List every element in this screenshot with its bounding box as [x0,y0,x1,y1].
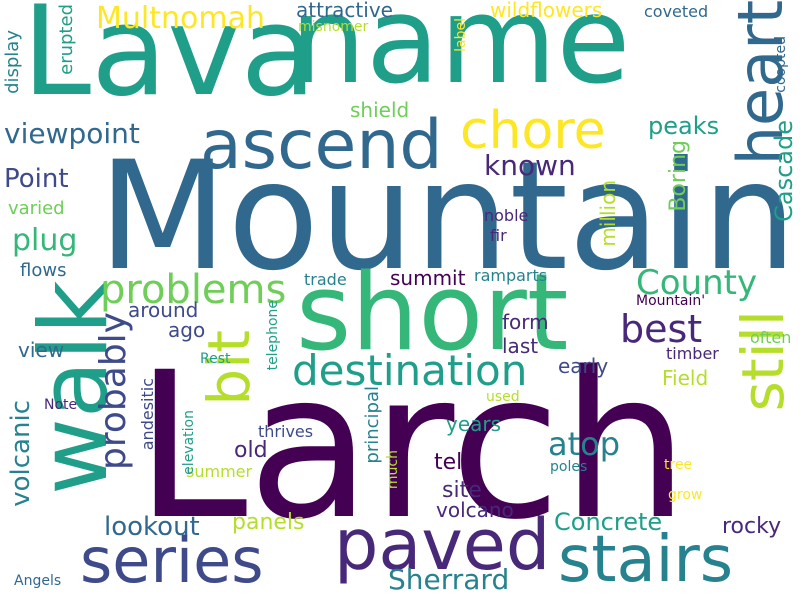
word-fir: fir [490,226,507,245]
word-series: series [80,524,264,597]
word-thrives: thrives [258,422,314,441]
word-elevation: elevation [181,410,197,475]
word-timber: timber [666,344,719,363]
word-mountain-quote: Mountain' [636,293,706,309]
word-tree: tree [664,457,693,473]
word-short: short [296,251,569,374]
word-andesitic: andesitic [138,378,157,451]
word-boring: Boring [666,140,691,212]
word-probably: probably [93,312,134,470]
word-view: view [18,338,65,362]
word-much: much [385,450,401,490]
word-form: form [502,310,549,334]
word-site: site [442,478,482,503]
word-telephone: telephone [265,300,281,371]
word-lava: Lava [22,0,317,124]
word-shield: shield [350,98,410,122]
word-mountain: Mountain [98,130,797,304]
word-rocky: rocky [722,514,782,539]
word-peaks: peaks [648,112,720,140]
word-destination: destination [292,346,528,395]
word-plug: plug [12,223,78,258]
word-erupted: erupted [56,4,77,75]
word-used: used [486,389,520,405]
word-ramparts: ramparts [474,266,548,285]
word-atop: atop [548,425,621,463]
word-coopted: coopted [773,36,789,93]
word-poles: poles [550,459,588,475]
word-attractive: attractive [296,0,393,22]
word-often: often [750,328,792,347]
word-noble: noble [484,206,529,225]
word-flows: flows [20,260,67,281]
word-multnomah: Multnomah [96,1,265,36]
word-ascend: ascend [200,106,443,185]
word-around: around [128,298,199,322]
word-trade: trade [304,270,347,289]
word-note: Note [44,397,78,413]
word-sherrard: Sherrard [388,563,510,596]
word-old: old [234,438,268,463]
word-panels: panels [232,510,305,535]
word-misnomer: misnomer [298,19,369,35]
word-coveted: coveted [644,2,709,21]
word-stairs: stairs [558,523,734,597]
word-tell: tell [434,450,469,475]
word-grow: grow [668,487,703,503]
word-cascade: Cascade [770,120,798,222]
word-larch: Larch [135,328,690,564]
word-paved: paved [334,504,551,586]
word-still: still [729,310,797,412]
word-principal: principal [362,386,383,464]
word-problems: problems [100,267,287,313]
word-concrete: Concrete [554,508,663,536]
word-early: early [558,354,609,378]
word-county: County [636,263,758,303]
word-wildflowers: wildflowers [490,0,603,22]
word-ago: ago [168,318,206,342]
word-summit: summit [390,266,466,290]
word-last: last [502,334,539,358]
word-million: million [596,180,620,247]
word-field: Field [662,366,709,390]
word-bit: bit [195,330,263,406]
word-summer: summer [186,462,253,481]
word-viewpoint: viewpoint [4,117,140,150]
word-lookout: lookout [104,512,200,542]
word-point: Point [4,164,69,194]
word-known: known [484,149,576,182]
word-best: best [620,307,703,351]
word-volcanic: volcanic [6,400,36,507]
word-name: name [290,0,631,111]
word-volcano: volcano [436,498,514,522]
word-years: years [446,412,502,436]
word-chore: chore [460,101,606,161]
word-label: label [453,18,469,52]
word-varied: varied [8,198,65,219]
word-angels: Angels [14,573,62,589]
word-rest: Rest [200,351,231,367]
word-display: display [2,30,23,94]
